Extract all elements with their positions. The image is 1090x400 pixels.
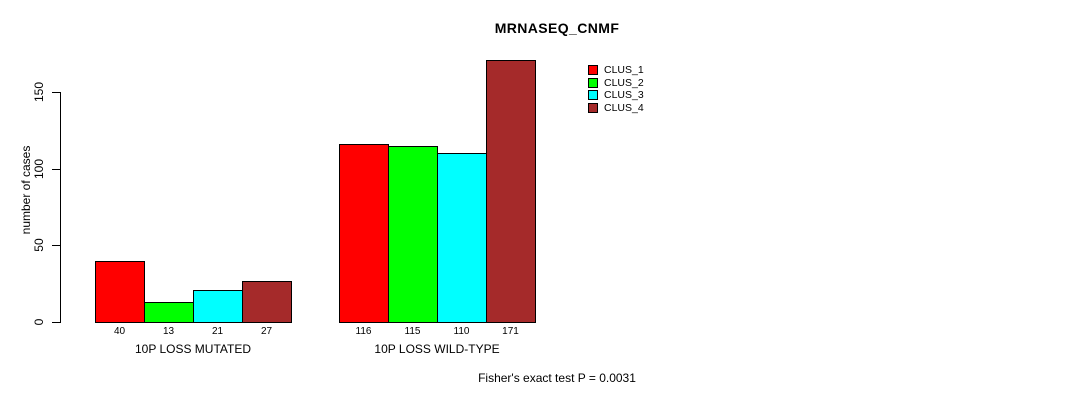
y-axis-tick-label: 150 [32, 81, 46, 103]
bar-clus-2-10p-loss-wild-type [388, 146, 438, 323]
bar-clus-4-10p-loss-mutated [242, 281, 292, 323]
y-axis-tick-label: 0 [32, 318, 46, 326]
chart-title: MRNASEQ_CNMF [494, 20, 620, 36]
legend-item-clus-1: CLUS_1 [588, 64, 644, 76]
y-axis-tick [52, 245, 60, 246]
y-axis-line [60, 92, 61, 323]
legend-swatch [588, 65, 598, 75]
bar-value-label: 40 [113, 326, 126, 337]
y-axis-label: number of cases [19, 145, 33, 235]
legend-label: CLUS_4 [604, 102, 644, 114]
legend-label: CLUS_3 [604, 89, 644, 101]
y-axis-tick-label: 100 [32, 158, 46, 180]
fisher-test-annotation: Fisher's exact test P = 0.0031 [478, 371, 636, 385]
legend-label: CLUS_1 [604, 64, 644, 76]
bar-value-label: 13 [162, 326, 175, 337]
bar-clus-1-10p-loss-wild-type [339, 144, 389, 323]
y-axis-tick [52, 92, 60, 93]
x-category-label: 10P LOSS MUTATED [134, 342, 252, 356]
bar-clus-3-10p-loss-mutated [193, 290, 243, 323]
bar-clus-4-10p-loss-wild-type [486, 60, 536, 323]
legend-swatch [588, 78, 598, 88]
y-axis-tick-label: 50 [32, 238, 46, 252]
legend-swatch [588, 90, 598, 100]
bar-value-label: 115 [404, 326, 421, 337]
bar-value-label: 116 [355, 326, 372, 337]
bar-value-label: 21 [211, 326, 224, 337]
x-category-label: 10P LOSS WILD-TYPE [374, 342, 500, 356]
bar-clus-3-10p-loss-wild-type [437, 153, 487, 323]
legend-item-clus-2: CLUS_2 [588, 77, 644, 89]
legend-label: CLUS_2 [604, 77, 644, 89]
y-axis-tick [52, 322, 60, 323]
bar-clus-2-10p-loss-mutated [144, 302, 194, 323]
y-axis-tick [52, 169, 60, 170]
legend-item-clus-3: CLUS_3 [588, 89, 644, 101]
bar-value-label: 110 [453, 326, 470, 337]
bar-clus-1-10p-loss-mutated [95, 261, 145, 323]
bar-value-label: 27 [260, 326, 273, 337]
legend-item-clus-4: CLUS_4 [588, 102, 644, 114]
bar-value-label: 171 [502, 326, 519, 337]
legend-swatch [588, 103, 598, 113]
